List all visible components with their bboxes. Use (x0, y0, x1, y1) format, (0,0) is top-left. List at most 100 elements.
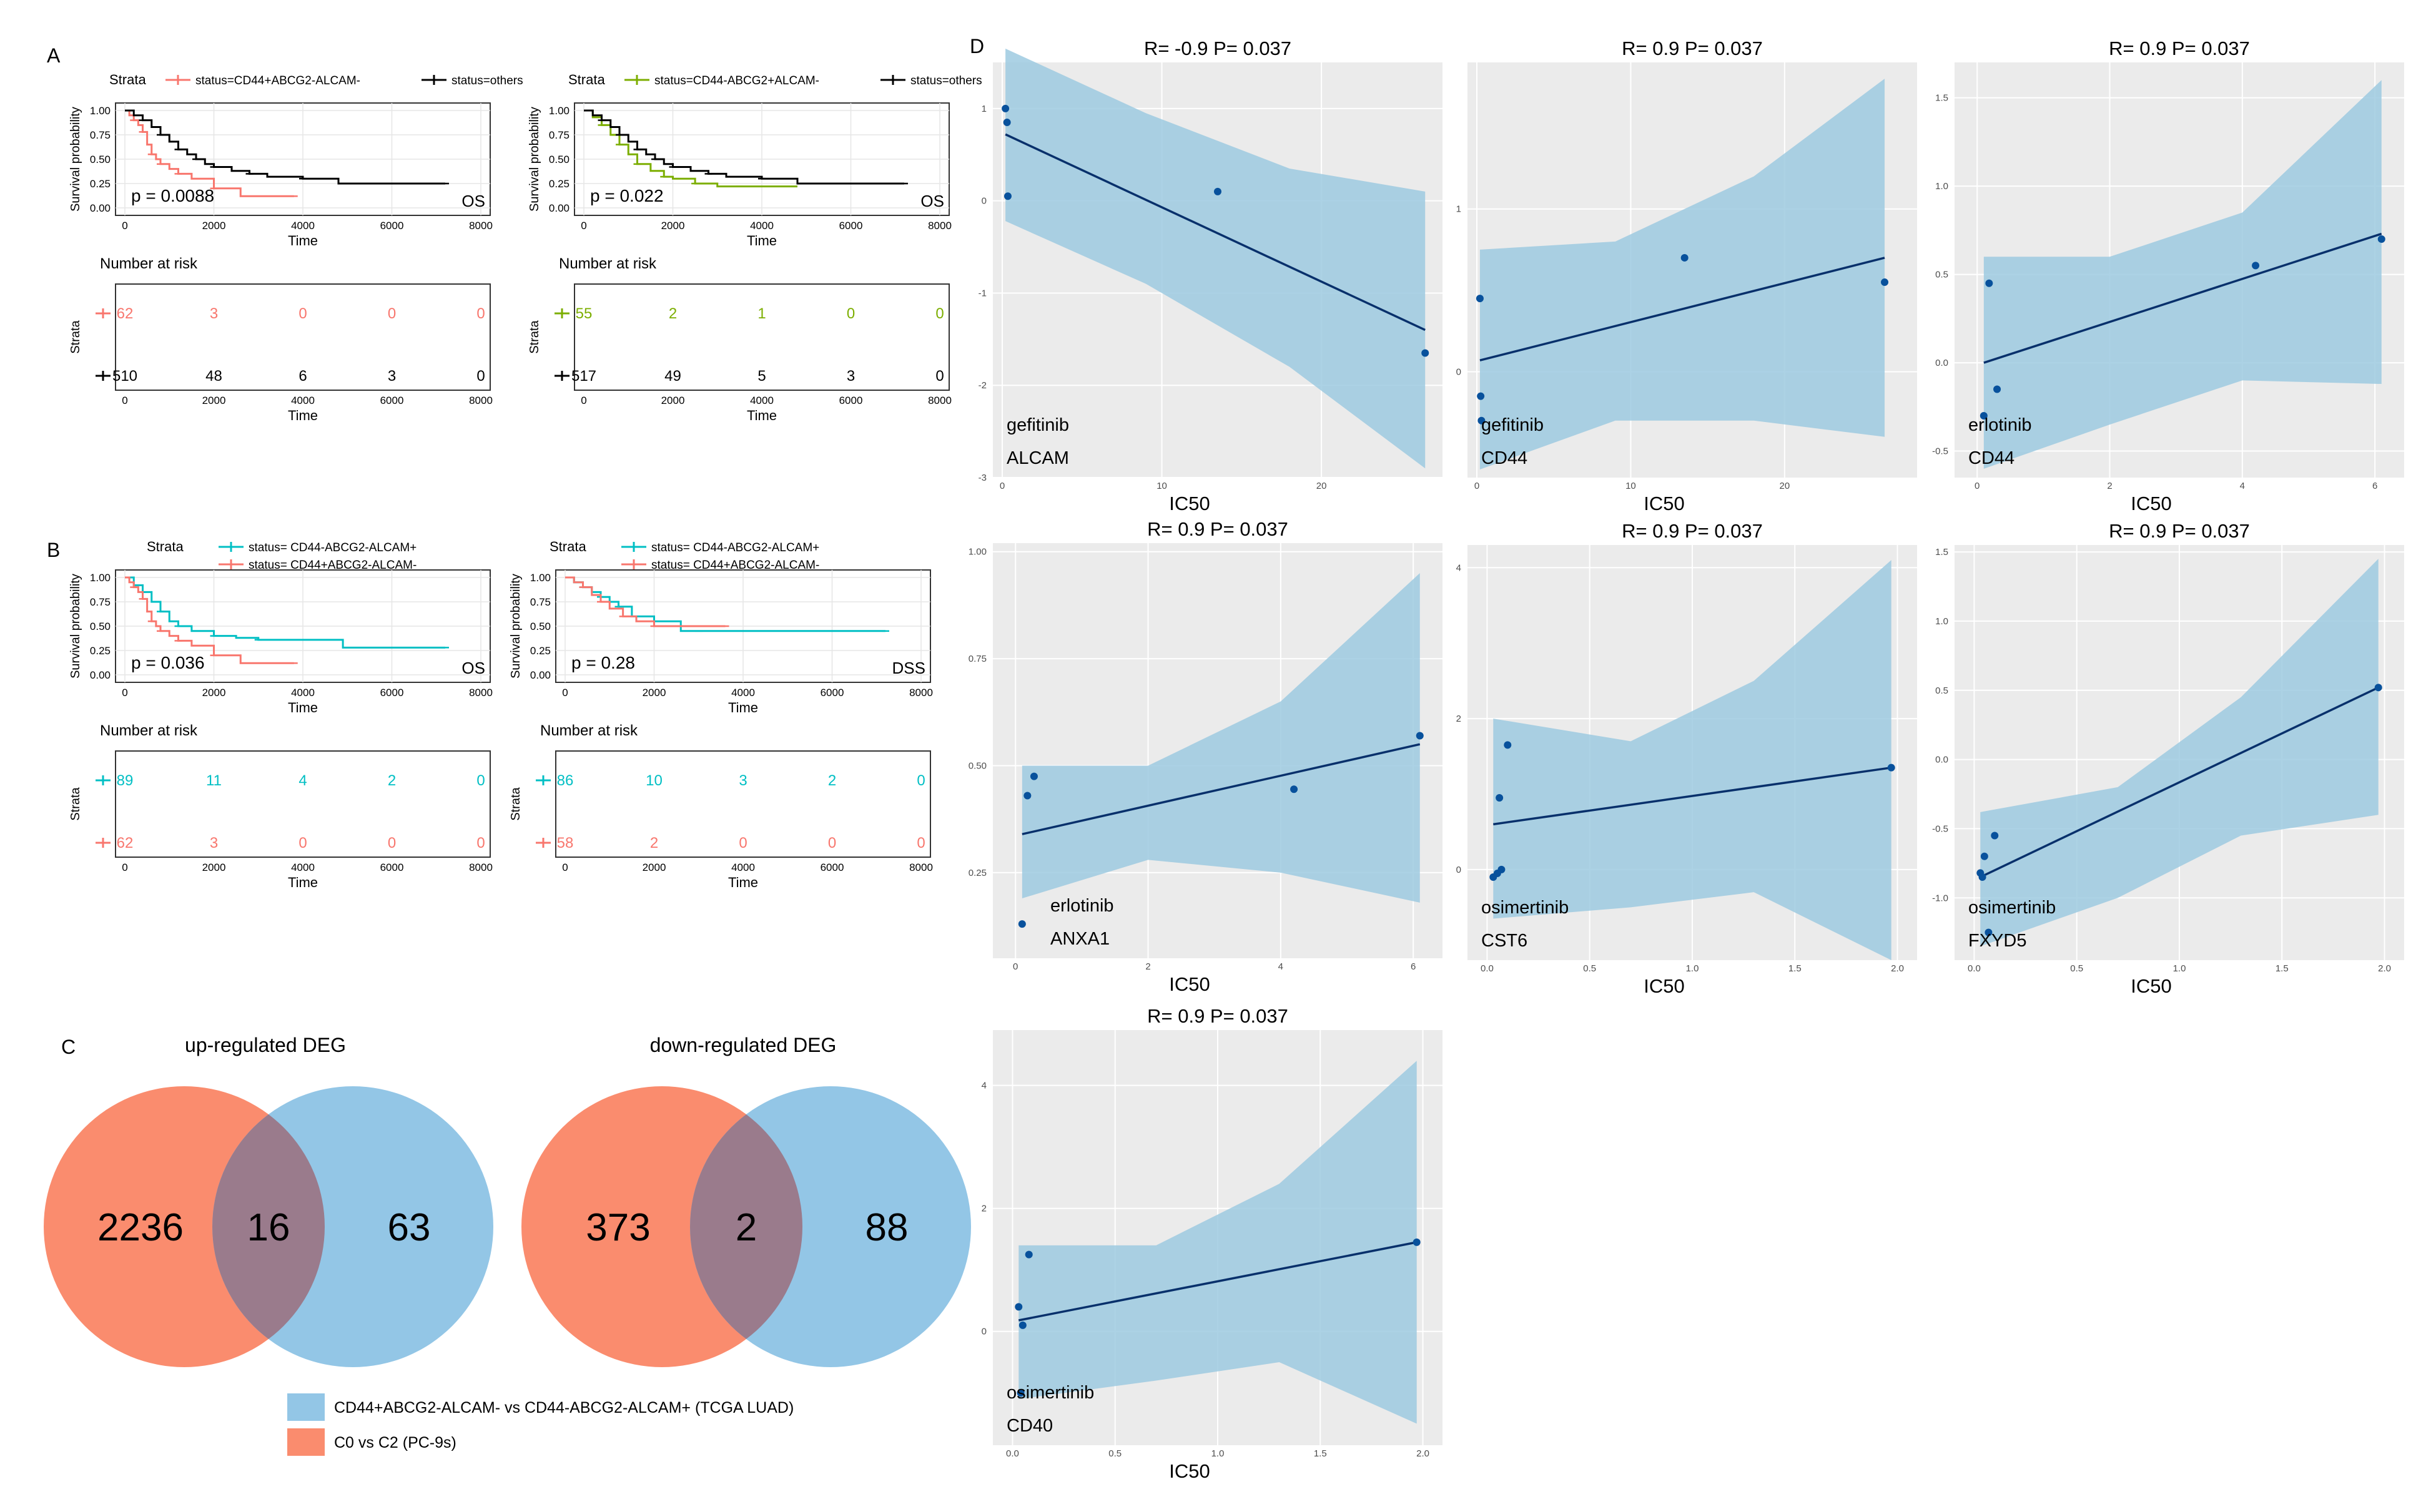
x-tick-label: 0 (1013, 961, 1018, 972)
risk-count: 0 (739, 835, 747, 852)
km-panel-a1: Strata status=CD44+ABCG2-ALCAM-status=oth… (69, 72, 523, 423)
endpoint-label: DSS (892, 659, 925, 677)
regression-line (1022, 743, 1421, 835)
x-axis-title: Time (747, 408, 777, 423)
x-tick-label: 6000 (380, 862, 404, 873)
risk-count: 1 (757, 305, 766, 322)
y-tick-label: 0.25 (969, 868, 987, 878)
legend-title: Strata (550, 539, 586, 554)
venn-overlap (690, 1086, 802, 1367)
x-axis-title: Time (288, 700, 318, 715)
y-tick-label: 0.75 (530, 596, 551, 608)
x-tick-label: 8000 (909, 687, 933, 699)
drug-label: gefitinib (1481, 415, 1544, 435)
data-point (1003, 119, 1011, 127)
data-point (1978, 873, 1986, 881)
x-tick-label: 0 (581, 395, 586, 406)
risk-title: Number at risk (100, 255, 198, 272)
svg-text:A: A (47, 44, 61, 67)
gene-label: CST6 (1481, 931, 1527, 951)
x-tick-label: 8000 (469, 687, 493, 699)
x-tick-label: 0 (562, 687, 568, 699)
x-tick-label: 6000 (839, 220, 863, 232)
x-tick-label: 0 (122, 220, 127, 232)
regression-line (1479, 257, 1885, 361)
x-tick-label: 4000 (291, 395, 315, 406)
y-tick-label: 0.00 (530, 669, 551, 681)
km-curve (125, 109, 445, 185)
data-point (1504, 741, 1512, 749)
x-tick-label: 1.5 (1314, 1448, 1327, 1459)
data-point (1413, 1238, 1421, 1246)
y-tick-label: 2 (982, 1204, 987, 1214)
venn-right-count: 88 (865, 1206, 909, 1249)
y-tick-label: 1 (1456, 204, 1461, 215)
data-point (1991, 832, 1999, 840)
x-tick-label: 0 (1000, 481, 1005, 491)
p-value: p = 0.0088 (131, 186, 214, 205)
risk-count: 58 (557, 835, 574, 852)
risk-count: 10 (646, 772, 663, 789)
venn-overlap (212, 1086, 325, 1367)
risk-count: 2 (828, 772, 836, 789)
legend-label: status= CD44-ABCG2-ALCAM+ (651, 541, 819, 554)
risk-count: 3 (847, 368, 855, 385)
confidence-band (1022, 572, 1420, 903)
p-value: p = 0.28 (571, 653, 635, 672)
x-tick-label: 0.0 (1968, 963, 1981, 974)
risk-count: 0 (917, 835, 925, 852)
risk-count: 89 (117, 772, 134, 789)
data-point (2377, 235, 2385, 243)
confidence-band (1479, 79, 1885, 469)
x-tick-label: 2.0 (1416, 1448, 1429, 1459)
risk-count: 2 (388, 772, 396, 789)
p-value: p = 0.036 (131, 653, 205, 672)
risk-count: 62 (117, 835, 134, 852)
x-tick-label: 1.5 (2276, 963, 2289, 974)
risk-table-area (115, 283, 491, 391)
x-tick-label: 0 (1474, 481, 1479, 491)
y-tick-label: 0.75 (90, 129, 111, 141)
legend-label: status= CD44+ABCG2-ALCAM- (249, 559, 417, 572)
risk-count: 2 (669, 305, 677, 322)
data-point (1023, 792, 1032, 800)
x-tick-label: 6 (1411, 961, 1416, 972)
y-tick-label: 0.00 (90, 202, 111, 214)
regression-line (1493, 766, 1891, 826)
x-tick-label: 1.0 (1211, 1448, 1225, 1459)
gene-label: CD44 (1968, 448, 2014, 468)
risk-count: 3 (739, 772, 747, 789)
scatter-title: R= 0.9 P= 0.037 (2109, 520, 2250, 542)
x-tick-label: 2 (2107, 481, 2112, 491)
x-tick-label: 0.5 (1108, 1448, 1122, 1459)
risk-count: 62 (117, 305, 134, 322)
risk-title: Number at risk (559, 255, 657, 272)
x-axis-title: Time (288, 233, 318, 248)
risk-count: 0 (388, 835, 396, 852)
data-point (1477, 392, 1485, 400)
x-axis-title: Time (728, 700, 758, 715)
y-tick-label: 4 (1456, 562, 1461, 573)
y-tick-label: -3 (979, 473, 987, 483)
data-point (1476, 295, 1484, 303)
y-tick-label: 2 (1456, 714, 1461, 724)
regression-line (1983, 232, 2382, 364)
risk-count: 55 (576, 305, 593, 322)
y-tick-label: 0.25 (549, 178, 570, 190)
risk-count: 11 (206, 772, 222, 789)
scatter-title: R= 0.9 P= 0.037 (1622, 520, 1763, 542)
scatter-panel-osimertinib-cd40: 0 2 4 0.0 0.5 1.0 1.5 2.0 R= 0.9 P= 0.037 IC50 osi… (982, 1005, 1442, 1482)
x-tick-label: 0.5 (2070, 963, 2083, 974)
y-tick-label: 0.75 (549, 129, 570, 141)
confidence-band (1493, 560, 1891, 960)
y-tick-label: 0 (1456, 366, 1461, 377)
endpoint-label: OS (461, 659, 485, 677)
venn-overlap-count: 16 (247, 1206, 290, 1249)
x-tick-label: 6000 (821, 862, 844, 873)
risk-count: 5 (757, 368, 766, 385)
legend-label: status= CD44-ABCG2-ALCAM+ (249, 541, 417, 554)
data-point (1993, 385, 2001, 393)
venn-legend-label: CD44+ABCG2-ALCAM- vs CD44-ABCG2-ALCAM+ (… (334, 1399, 794, 1416)
y-tick-label: 0.50 (90, 154, 111, 165)
gene-label: CD44 (1481, 448, 1527, 468)
